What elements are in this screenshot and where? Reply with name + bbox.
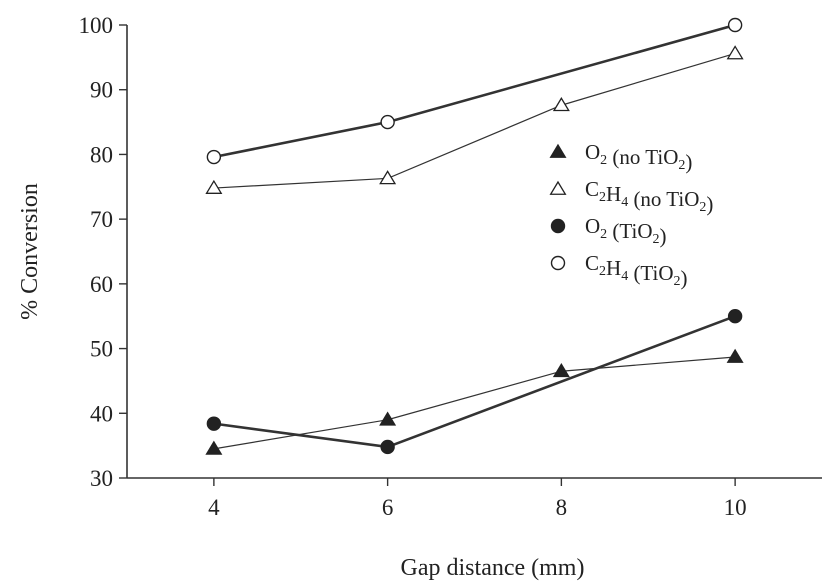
axes: 30 40 50 60 70 80 90 100 4 6 8 10 bbox=[79, 13, 822, 520]
x-tick-label: 6 bbox=[382, 495, 394, 520]
data-point bbox=[727, 17, 743, 33]
data-point bbox=[726, 45, 744, 60]
legend-text-part: (TiO bbox=[607, 219, 652, 243]
x-axis-title: Gap distance (mm) bbox=[401, 555, 585, 581]
legend-text-part: H bbox=[606, 256, 621, 280]
legend-subscript: 2 bbox=[678, 158, 685, 173]
series-3 bbox=[206, 17, 743, 165]
legend-subscript: 4 bbox=[621, 269, 628, 284]
legend-text-part: (no TiO bbox=[607, 145, 678, 169]
series-line bbox=[213, 52, 736, 189]
data-point bbox=[206, 149, 222, 165]
legend-text-part: ) bbox=[685, 150, 692, 174]
legend-subscript: 2 bbox=[653, 232, 660, 247]
legend-subscript: 2 bbox=[699, 200, 706, 215]
legend-text-part: C bbox=[585, 251, 599, 275]
series-1 bbox=[205, 45, 744, 194]
y-tick-label: 100 bbox=[79, 13, 114, 38]
x-tick-label: 8 bbox=[556, 495, 568, 520]
data-point bbox=[552, 96, 570, 112]
series-group bbox=[205, 17, 744, 455]
legend-item: C2H4 (no TiO2) bbox=[549, 177, 713, 216]
y-tick-label: 30 bbox=[90, 466, 113, 491]
series-2 bbox=[206, 309, 743, 455]
legend-text-part: ) bbox=[706, 192, 713, 216]
y-tick-label: 90 bbox=[90, 78, 113, 103]
x-tick-label: 10 bbox=[724, 495, 747, 520]
legend-subscript: 2 bbox=[600, 153, 607, 168]
x-tick-label: 4 bbox=[208, 495, 220, 520]
data-point bbox=[380, 114, 395, 130]
legend-item: O2 (TiO2) bbox=[550, 214, 667, 248]
y-tick-label: 70 bbox=[90, 207, 113, 232]
data-point bbox=[205, 440, 223, 455]
legend-text-part: C bbox=[585, 177, 599, 201]
legend-item: C2H4 (TiO2) bbox=[550, 251, 688, 290]
legend-marker bbox=[550, 218, 566, 234]
legend-subscript: 2 bbox=[599, 264, 606, 279]
legend-marker bbox=[550, 255, 566, 271]
legend-subscript: 4 bbox=[621, 195, 628, 210]
legend-subscript: 2 bbox=[599, 190, 606, 205]
series-line bbox=[213, 23, 736, 159]
legend-text-part: ) bbox=[681, 266, 688, 290]
data-point bbox=[379, 170, 397, 185]
legend-subscript: 2 bbox=[600, 227, 607, 242]
legend-label: O2 (TiO2) bbox=[585, 214, 667, 248]
y-axis-title: % Conversion bbox=[17, 183, 43, 320]
legend-item: O2 (no TiO2) bbox=[549, 140, 692, 174]
legend-label: C2H4 (no TiO2) bbox=[585, 177, 713, 216]
y-tick-label: 80 bbox=[90, 142, 113, 167]
data-point bbox=[380, 439, 395, 455]
legend-text-part: (TiO bbox=[628, 261, 673, 285]
y-tick-label: 50 bbox=[90, 337, 113, 362]
y-tick-label: 40 bbox=[90, 401, 113, 426]
legend-marker bbox=[549, 180, 567, 195]
legend-text-part: ) bbox=[660, 224, 667, 248]
legend-label: C2H4 (TiO2) bbox=[585, 251, 688, 290]
data-point bbox=[552, 362, 570, 378]
data-point bbox=[726, 348, 744, 363]
y-tick-label: 60 bbox=[90, 272, 113, 297]
legend-subscript: 2 bbox=[674, 274, 681, 289]
legend-text-part: O bbox=[585, 214, 600, 238]
legend-label: O2 (no TiO2) bbox=[585, 140, 692, 174]
data-point bbox=[379, 411, 397, 426]
data-point bbox=[206, 416, 222, 431]
legend: O2 (no TiO2)C2H4 (no TiO2)O2 (TiO2)C2H4 … bbox=[549, 140, 713, 290]
data-point bbox=[727, 309, 743, 324]
legend-text-part: (no TiO bbox=[628, 187, 699, 211]
data-point bbox=[205, 179, 223, 194]
legend-text-part: O bbox=[585, 140, 600, 164]
legend-text-part: H bbox=[606, 182, 621, 206]
legend-marker bbox=[549, 143, 567, 158]
series-0 bbox=[205, 348, 744, 455]
series-line bbox=[213, 314, 736, 449]
